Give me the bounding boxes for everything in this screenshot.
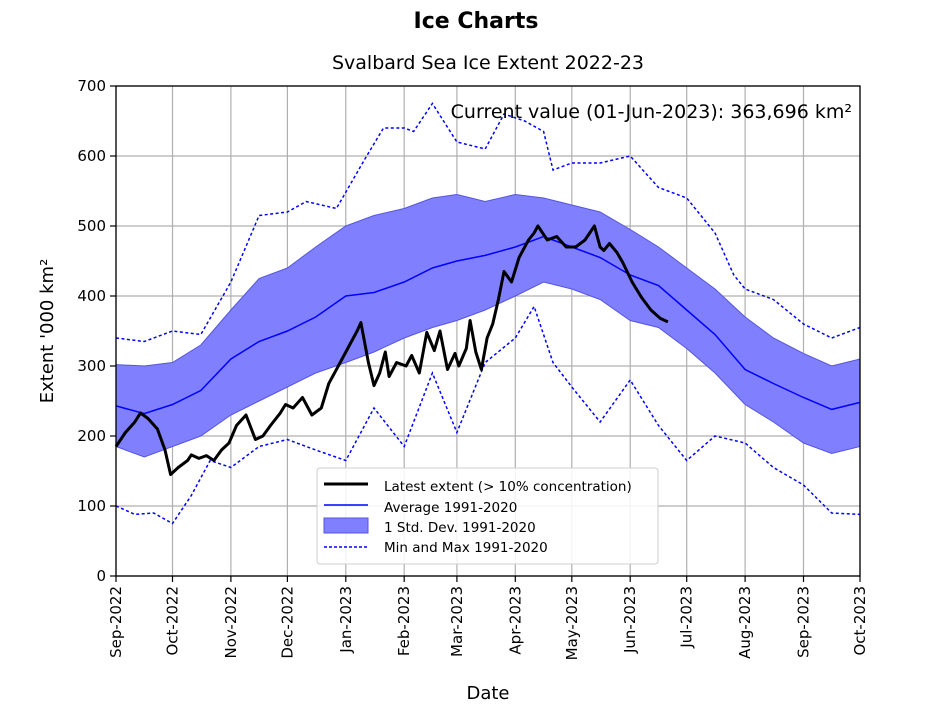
x-tick-label: Apr-2023 — [506, 586, 524, 655]
legend-label-latest: Latest extent (> 10% concentration) — [384, 479, 632, 495]
x-tick-label: Sep-2023 — [795, 586, 813, 658]
x-tick-label: Sep-2022 — [107, 586, 125, 658]
x-tick-label: Aug-2023 — [736, 586, 754, 659]
legend-box — [316, 467, 659, 565]
min-max-lines — [115, 102, 861, 525]
y-tick-label: 0 — [96, 567, 106, 585]
average-line-path — [115, 235, 861, 415]
x-tick-label: Jun-2023 — [621, 586, 639, 654]
y-tick-label: 500 — [77, 217, 106, 235]
legend-label-std-dev: 1 Std. Dev. 1991-2020 — [384, 520, 536, 536]
plot-frame — [115, 85, 861, 577]
figure-title: Ice Charts — [413, 9, 539, 34]
legend-label-min-max: Min and Max 1991-2020 — [384, 540, 548, 556]
y-tick-label: 300 — [77, 357, 106, 375]
std-dev-band — [115, 193, 861, 458]
y-axis-ticks: 0 100 200 300 400 500 600 700 — [77, 77, 116, 585]
x-tick-label: May-2023 — [563, 586, 581, 660]
y-axis-label: Extent '000 km² — [37, 259, 58, 404]
y-tick-label: 100 — [77, 497, 106, 515]
latest-extent-path — [114, 224, 669, 476]
legend-label-average: Average 1991-2020 — [384, 500, 517, 516]
average-line — [115, 235, 861, 415]
x-tick-label: Nov-2022 — [222, 586, 240, 658]
x-tick-label: Oct-2022 — [164, 586, 182, 656]
chart-title: Svalbard Sea Ice Extent 2022-23 — [332, 52, 644, 74]
legend-swatch-std-dev — [323, 517, 369, 534]
y-tick-label: 200 — [77, 427, 106, 445]
annotation-current-value: Current value (01-Jun-2023): 363,696 km² — [451, 101, 852, 123]
std-dev-band-area — [115, 193, 861, 458]
y-tick-label: 600 — [77, 147, 106, 165]
y-tick-label: 400 — [77, 287, 106, 305]
x-tick-label: Oct-2023 — [851, 586, 869, 656]
x-tick-label: Mar-2023 — [448, 586, 466, 657]
x-axis-ticks: Sep-2022 Oct-2022 Nov-2022 Dec-2022 Jan-2023… — [107, 576, 869, 660]
y-tick-label: 700 — [77, 77, 106, 95]
latest-extent-line — [114, 224, 669, 476]
x-tick-label: Jul-2023 — [678, 586, 696, 649]
x-axis-label: Date — [466, 683, 509, 704]
max-line — [115, 102, 861, 343]
x-tick-label: Feb-2023 — [395, 586, 413, 656]
x-tick-label: Jan-2023 — [337, 586, 355, 654]
legend: Latest extent (> 10% concentration) Aver… — [316, 467, 659, 565]
min-line — [115, 304, 861, 525]
x-tick-label: Dec-2022 — [278, 586, 296, 659]
